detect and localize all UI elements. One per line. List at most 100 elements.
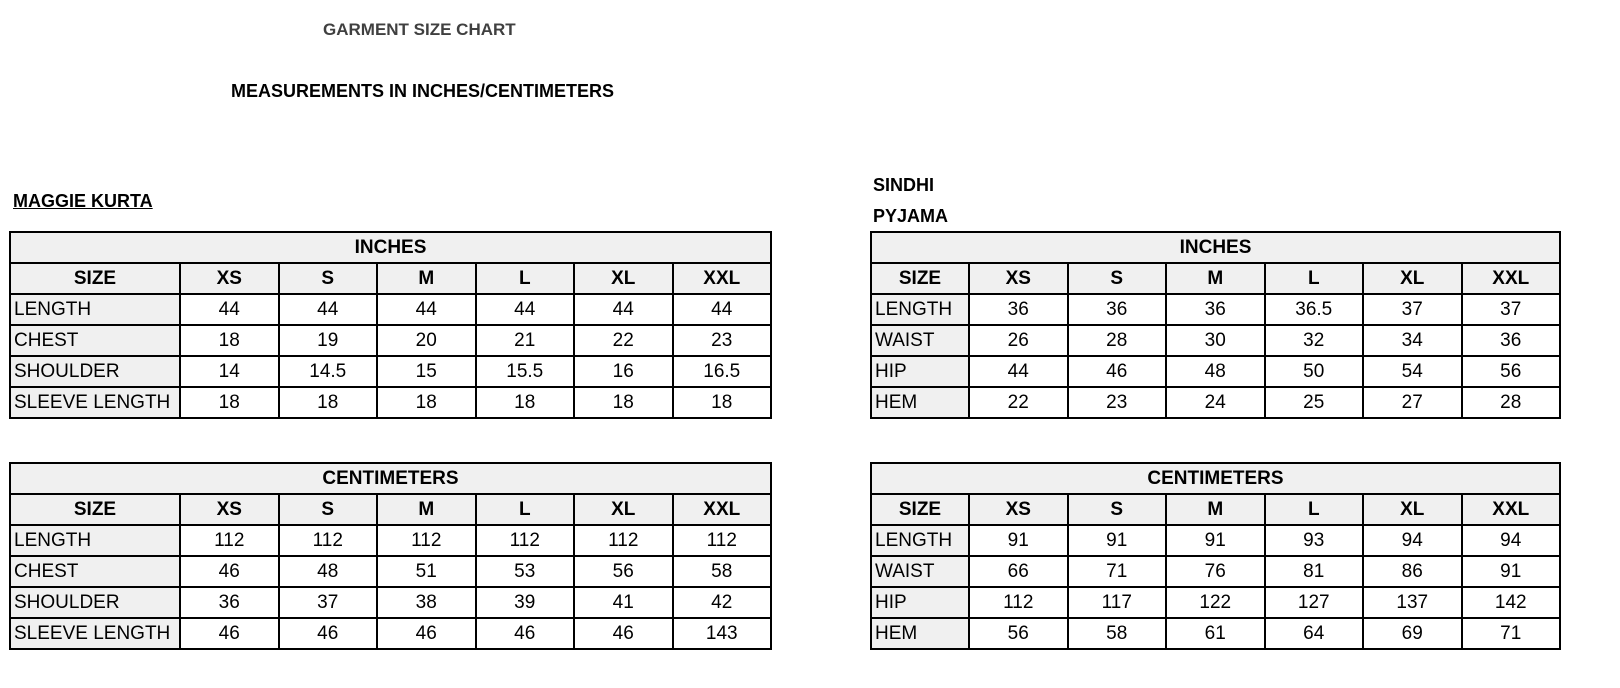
- measurement-value: 14: [179, 355, 280, 388]
- measurement-value: 46: [376, 617, 477, 650]
- column-header: L: [474, 493, 575, 526]
- table-row: CHEST 18 19 20 21 22 23: [9, 324, 772, 357]
- measurement-value: 64: [1263, 617, 1364, 650]
- measurement-label: SHOULDER: [9, 586, 181, 619]
- column-header: SIZE: [870, 262, 970, 295]
- column-header: M: [376, 262, 477, 295]
- measurement-value: 94: [1460, 524, 1561, 557]
- garment-title-sindhi-pyjama-line2: PYJAMA: [873, 206, 949, 226]
- measurement-label: SLEEVE LENGTH: [9, 386, 181, 419]
- measurement-value: 42: [671, 586, 772, 619]
- table-row: LENGTH 91 91 91 93 94 94: [870, 524, 1561, 557]
- measurement-value: 112: [277, 524, 378, 557]
- measurement-value: 39: [474, 586, 575, 619]
- page-subtitle: MEASUREMENTS IN INCHES/CENTIMETERS: [231, 81, 615, 101]
- measurement-value: 28: [1460, 386, 1561, 419]
- measurement-label: LENGTH: [9, 293, 181, 326]
- measurement-label: SHOULDER: [9, 355, 181, 388]
- table-row: CHEST 46 48 51 53 56 58: [9, 555, 772, 588]
- measurement-value: 44: [573, 293, 674, 326]
- measurement-value: 48: [277, 555, 378, 588]
- measurement-value: 81: [1263, 555, 1364, 588]
- measurement-label: HEM: [870, 386, 970, 419]
- measurement-label: WAIST: [870, 555, 970, 588]
- measurement-value: 137: [1362, 586, 1463, 619]
- column-header: XL: [573, 493, 674, 526]
- page-title: GARMENT SIZE CHART: [323, 20, 516, 39]
- measurement-value: 22: [573, 324, 674, 357]
- measurement-label: SLEEVE LENGTH: [9, 617, 181, 650]
- measurement-value: 37: [1362, 293, 1463, 326]
- maggie-kurta-centimeters-table: CENTIMETERS SIZE XS S M L XL XXL LENGTH 112 112 112…: [9, 462, 772, 650]
- column-header: XXL: [671, 493, 772, 526]
- table-row: SLEEVE LENGTH 46 46 46 46 46 143: [9, 617, 772, 650]
- column-header: XS: [179, 262, 280, 295]
- measurement-value: 46: [1066, 355, 1167, 388]
- measurement-value: 44: [277, 293, 378, 326]
- column-header: S: [277, 262, 378, 295]
- table-row: SHOULDER 36 37 38 39 41 42: [9, 586, 772, 619]
- measurement-value: 16.5: [671, 355, 772, 388]
- column-header: S: [1066, 262, 1167, 295]
- table-row: WAIST 66 71 76 81 86 91: [870, 555, 1561, 588]
- measurement-value: 112: [671, 524, 772, 557]
- column-header: SIZE: [870, 493, 970, 526]
- measurement-value: 18: [376, 386, 477, 419]
- measurement-value: 56: [573, 555, 674, 588]
- measurement-label: HEM: [870, 617, 970, 650]
- measurement-value: 30: [1165, 324, 1266, 357]
- column-header: M: [1165, 262, 1266, 295]
- measurement-value: 27: [1362, 386, 1463, 419]
- measurement-value: 36: [1460, 324, 1561, 357]
- measurement-value: 54: [1362, 355, 1463, 388]
- measurement-value: 48: [1165, 355, 1266, 388]
- measurement-value: 22: [968, 386, 1069, 419]
- column-header: L: [1263, 493, 1364, 526]
- unit-header: CENTIMETERS: [9, 462, 772, 495]
- measurement-value: 36.5: [1263, 293, 1364, 326]
- size-header-row: SIZE XS S M L XL XXL: [870, 493, 1561, 526]
- measurement-value: 19: [277, 324, 378, 357]
- measurement-value: 25: [1263, 386, 1364, 419]
- table-row: HEM 56 58 61 64 69 71: [870, 617, 1561, 650]
- measurement-value: 16: [573, 355, 674, 388]
- measurement-value: 18: [277, 386, 378, 419]
- measurement-value: 143: [671, 617, 772, 650]
- measurement-value: 28: [1066, 324, 1167, 357]
- measurement-value: 36: [1165, 293, 1266, 326]
- column-header: XL: [573, 262, 674, 295]
- column-header: XS: [968, 262, 1069, 295]
- column-header: SIZE: [9, 262, 181, 295]
- column-header: S: [277, 493, 378, 526]
- measurement-value: 112: [573, 524, 674, 557]
- measurement-value: 112: [474, 524, 575, 557]
- measurement-value: 18: [474, 386, 575, 419]
- measurement-value: 36: [1066, 293, 1167, 326]
- measurement-value: 24: [1165, 386, 1266, 419]
- column-header: XXL: [671, 262, 772, 295]
- measurement-value: 50: [1263, 355, 1364, 388]
- measurement-value: 38: [376, 586, 477, 619]
- measurement-value: 91: [968, 524, 1069, 557]
- size-header-row: SIZE XS S M L XL XXL: [9, 493, 772, 526]
- measurement-value: 44: [671, 293, 772, 326]
- measurement-value: 66: [968, 555, 1069, 588]
- measurement-value: 91: [1460, 555, 1561, 588]
- measurement-value: 32: [1263, 324, 1364, 357]
- measurement-value: 18: [179, 324, 280, 357]
- measurement-value: 34: [1362, 324, 1463, 357]
- table-row: SLEEVE LENGTH 18 18 18 18 18 18: [9, 386, 772, 419]
- table-row: HIP 112 117 122 127 137 142: [870, 586, 1561, 619]
- measurement-label: CHEST: [9, 324, 181, 357]
- measurement-value: 14.5: [277, 355, 378, 388]
- column-header: XS: [179, 493, 280, 526]
- measurement-label: LENGTH: [9, 524, 181, 557]
- measurement-value: 93: [1263, 524, 1364, 557]
- column-header: SIZE: [9, 493, 181, 526]
- measurement-value: 112: [179, 524, 280, 557]
- garment-title-maggie-kurta: MAGGIE KURTA: [13, 191, 153, 211]
- measurement-value: 76: [1165, 555, 1266, 588]
- measurement-value: 71: [1460, 617, 1561, 650]
- measurement-value: 46: [179, 555, 280, 588]
- measurement-value: 51: [376, 555, 477, 588]
